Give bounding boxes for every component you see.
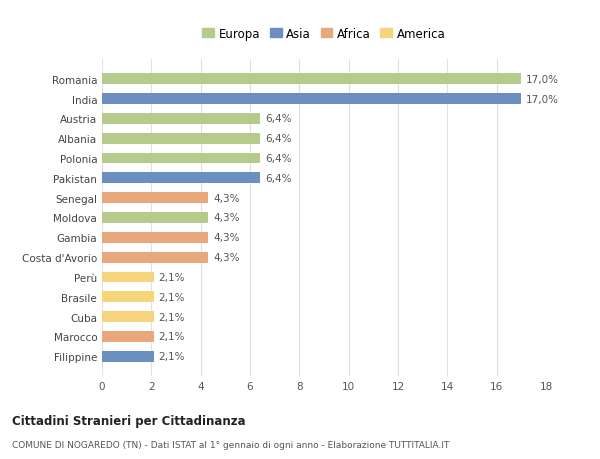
Bar (102, 134, 260, 144)
Text: Cittadini Stranieri per Cittadinanza: Cittadini Stranieri per Cittadinanza (12, 414, 245, 428)
Bar (102, 331, 154, 342)
Text: 2,1%: 2,1% (159, 292, 185, 302)
Text: 6,4%: 6,4% (265, 114, 292, 124)
Bar (102, 232, 208, 243)
Bar (102, 351, 154, 362)
Text: 2,1%: 2,1% (159, 312, 185, 322)
Text: 6,4%: 6,4% (265, 174, 292, 184)
Text: 6,4%: 6,4% (265, 134, 292, 144)
Bar (102, 272, 154, 283)
Legend: Europa, Asia, Africa, America: Europa, Asia, Africa, America (202, 28, 446, 40)
Bar (102, 173, 260, 184)
Bar (102, 74, 521, 85)
Text: 4,3%: 4,3% (213, 193, 239, 203)
Bar (102, 292, 154, 302)
Text: 2,1%: 2,1% (159, 352, 185, 362)
Text: 17,0%: 17,0% (526, 94, 559, 104)
Text: 6,4%: 6,4% (265, 154, 292, 164)
Bar (102, 213, 208, 224)
Text: 4,3%: 4,3% (213, 233, 239, 243)
Text: 2,1%: 2,1% (159, 272, 185, 282)
Text: 17,0%: 17,0% (526, 74, 559, 84)
Bar (102, 252, 208, 263)
Bar (102, 312, 154, 322)
Text: COMUNE DI NOGAREDO (TN) - Dati ISTAT al 1° gennaio di ogni anno - Elaborazione T: COMUNE DI NOGAREDO (TN) - Dati ISTAT al … (12, 441, 449, 449)
Bar (102, 153, 260, 164)
Text: 2,1%: 2,1% (159, 332, 185, 342)
Bar (102, 193, 208, 204)
Bar (102, 94, 521, 105)
Text: 4,3%: 4,3% (213, 213, 239, 223)
Text: 4,3%: 4,3% (213, 252, 239, 263)
Bar (102, 114, 260, 124)
